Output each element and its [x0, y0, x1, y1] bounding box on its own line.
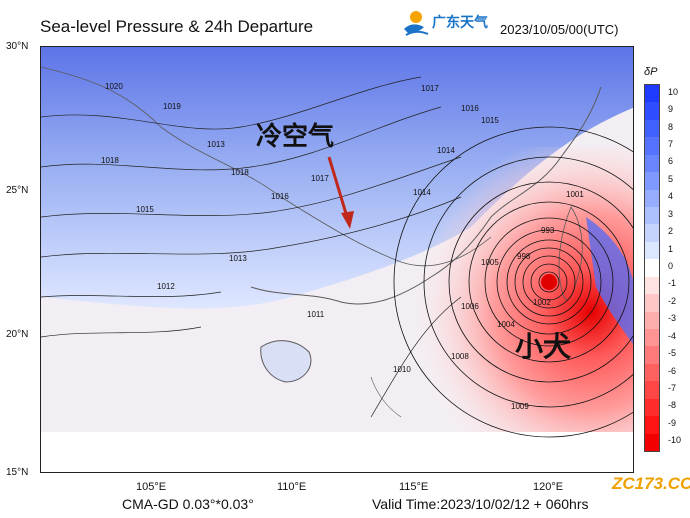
map-svg: 1020 1019 1018 1017 1016 1015 1014 1013 … — [41, 47, 633, 472]
colorbar-segment — [645, 85, 659, 103]
colorbar-segment — [645, 294, 659, 313]
colorbar-label: 1 — [668, 243, 674, 254]
contour-label: 1009 — [511, 402, 529, 411]
colorbar-label: -10 — [668, 435, 682, 446]
contour-label: 1004 — [497, 320, 515, 329]
contour-label: 1015 — [481, 116, 499, 125]
typhoon-isobars — [393, 126, 633, 438]
colorbar-label: 4 — [668, 191, 674, 202]
model-info: CMA-GD 0.03°*0.03° — [122, 496, 254, 512]
typhoon-eye — [541, 274, 557, 290]
lat-tick: 20°N — [6, 329, 29, 340]
contour-label: 1008 — [451, 352, 469, 361]
forecast-datetime: 2023/10/05/00(UTC) — [500, 22, 619, 37]
lat-tick: 25°N — [6, 185, 29, 196]
colorbar-label: 8 — [668, 121, 674, 132]
colorbar-segment — [645, 207, 659, 225]
colorbar-segment — [645, 311, 659, 330]
colorbar-label: -7 — [668, 383, 677, 393]
brand-logo — [404, 11, 429, 36]
contour-label: 1017 — [311, 174, 329, 183]
colorbar-label: -8 — [668, 400, 677, 411]
contour-label: 1015 — [136, 205, 154, 214]
lon-tick: 105°E — [136, 481, 167, 493]
contour-label: 1014 — [413, 188, 431, 197]
brand-name: 广东天气 — [432, 14, 488, 30]
contour-label: 993 — [541, 226, 555, 235]
pressure-map: 1020 1019 1018 1017 1016 1015 1014 1013 … — [40, 46, 634, 473]
contour-label: 1005 — [481, 258, 499, 267]
colorbar-label: 7 — [668, 139, 674, 149]
colorbar-segment — [645, 398, 659, 417]
colorbar-segment — [645, 259, 659, 278]
colorbar-segment — [645, 381, 659, 400]
colorbar-label: 9 — [668, 104, 674, 115]
colorbar-segment — [645, 154, 659, 173]
colorbar-label: 2 — [668, 226, 674, 237]
colorbar-segment — [645, 172, 659, 191]
colorbar-segment — [645, 346, 659, 365]
lon-tick: 120°E — [533, 481, 564, 493]
colorbar-label: 5 — [668, 173, 674, 184]
cold-air-region — [41, 47, 633, 309]
contour-label: 1012 — [157, 282, 175, 291]
colorbar-label: -4 — [668, 330, 677, 341]
hainan-island — [260, 340, 312, 383]
contour-label: 1020 — [105, 82, 123, 91]
colorbar-label: -5 — [668, 348, 677, 359]
lat-tick: 15°N — [6, 467, 29, 478]
contour-label: 1001 — [566, 190, 584, 199]
colorbar-label: -3 — [668, 313, 677, 324]
colorbar-segment — [645, 329, 659, 347]
valid-time: Valid Time:2023/10/02/12 + 060hrs — [372, 496, 589, 512]
lon-tick: 115°E — [399, 481, 429, 493]
colorbar-label: -2 — [668, 295, 677, 306]
colorbar — [644, 84, 660, 452]
contour-label: 1018 — [231, 168, 249, 177]
cold-air-label: 冷空气 — [256, 121, 335, 151]
contour-label: 1014 — [437, 146, 455, 155]
colorbar-segment — [645, 416, 659, 435]
lat-tick: 30°N — [6, 41, 29, 52]
lon-tick: 110°E — [277, 481, 307, 493]
contour-label: 1017 — [421, 84, 439, 93]
chart-title: Sea-level Pressure & 24h Departure — [40, 17, 314, 36]
contour-label: 1002 — [533, 298, 551, 307]
contour-label: 1011 — [307, 310, 325, 319]
colorbar-label: 3 — [668, 208, 674, 219]
contour-label: 1006 — [461, 302, 479, 311]
colorbar-label: 10 — [668, 86, 679, 97]
contour-label: 1016 — [271, 192, 289, 201]
contour-label: 1013 — [207, 140, 225, 149]
colorbar-segment — [645, 119, 659, 138]
colorbar-segment — [645, 276, 659, 295]
contour-label: 1019 — [163, 102, 181, 111]
colorbar-title: δP — [644, 66, 658, 78]
colorbar-label: 0 — [668, 261, 674, 271]
colorbar-segment — [645, 102, 659, 121]
typhoon-warm-region — [341, 147, 633, 447]
typhoon-label: 小犬 — [515, 331, 572, 362]
cold-air-arrow — [327, 156, 354, 229]
colorbar-label: -9 — [668, 417, 677, 428]
colorbar-segment — [645, 363, 659, 382]
contour-label: 1010 — [393, 365, 411, 374]
colorbar-segment — [645, 224, 659, 243]
contour-label: 998 — [517, 252, 531, 261]
colorbar-segment — [645, 433, 659, 452]
colorbar-segment — [645, 241, 659, 260]
colorbar-segment — [645, 189, 659, 208]
colorbar-segment — [645, 137, 659, 156]
colorbar-label: -1 — [668, 278, 677, 289]
contour-label: 1016 — [461, 104, 479, 113]
watermark: ZC173.COM — [612, 474, 690, 493]
contour-label: 1018 — [101, 156, 119, 165]
contour-label: 1013 — [229, 254, 247, 263]
colorbar-label: -6 — [668, 365, 677, 376]
colorbar-label: 6 — [668, 156, 674, 167]
sun-icon — [410, 11, 422, 23]
